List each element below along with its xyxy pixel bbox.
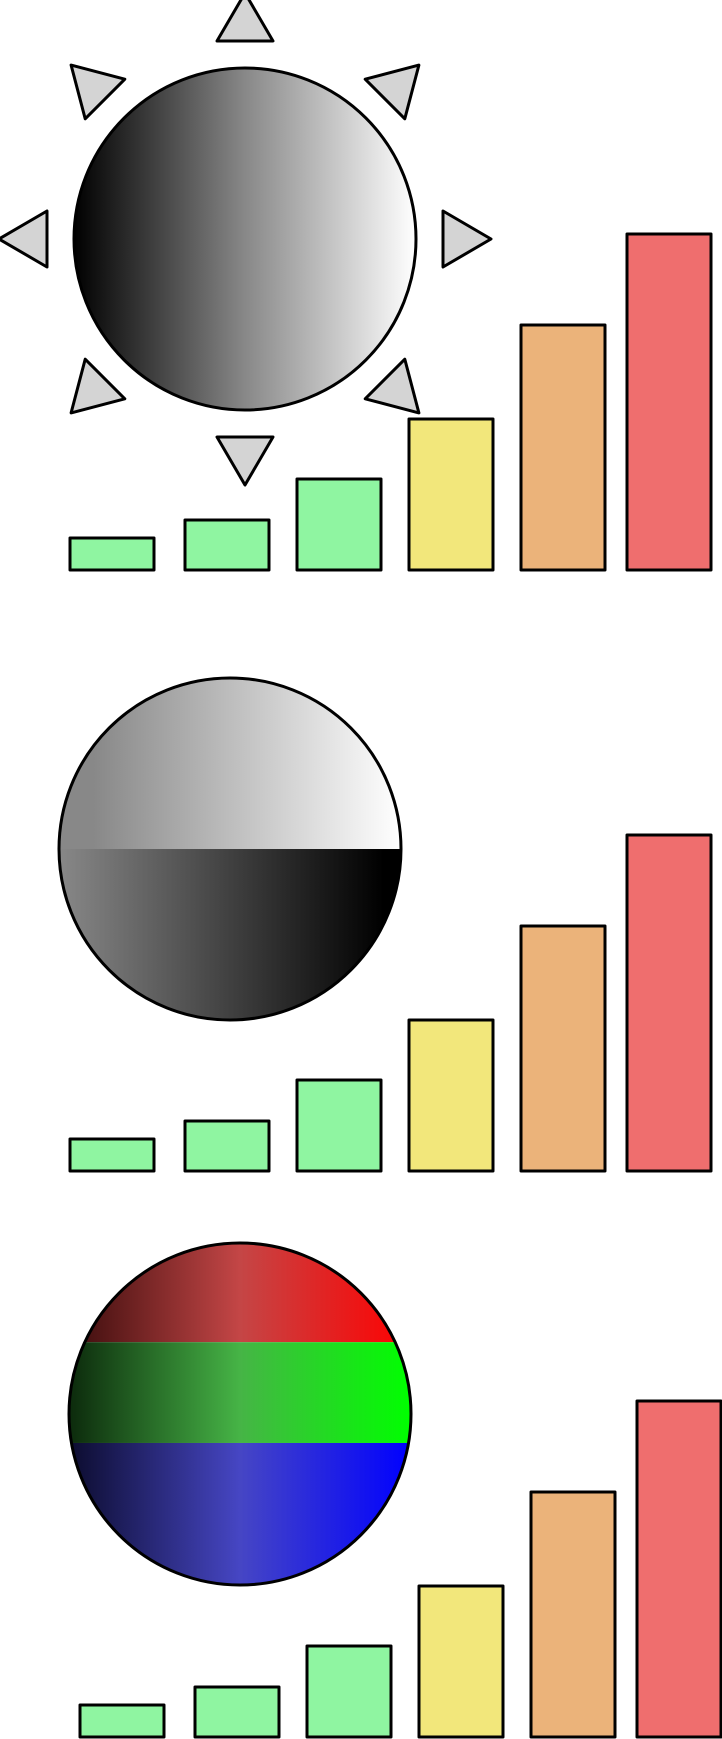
sun-panel [0,0,713,572]
rgb-disk-outline [67,1241,413,1587]
rgb-disk-panel [67,1241,722,1739]
signal-bar-6 [625,232,713,572]
signal-bar-3 [295,477,383,572]
ray-right-icon [441,209,493,269]
split-disk-outline [57,676,403,1022]
sun-disk [72,66,418,412]
ray-left-icon [0,209,49,269]
signal-bar-1 [68,1137,156,1173]
ray-bottom-left-icon [69,357,127,415]
ray-top-right-icon [363,63,421,121]
signal-bar-4 [417,1584,505,1739]
split-disk-panel [57,676,713,1173]
disk-blue-band [69,1442,411,1585]
signal-bar-1 [68,536,156,572]
signal-bar-2 [183,1119,271,1173]
signal-bar-4 [407,1018,495,1173]
signal-bar-5 [529,1490,617,1739]
signal-bar-2 [183,518,271,572]
signal-bar-5 [519,323,607,572]
ray-top-icon [215,0,275,43]
disk-lower-half [59,849,401,1020]
disk-upper-half [59,678,401,849]
signal-bar-3 [305,1644,393,1739]
disk-green-band [69,1342,411,1443]
ray-bottom-right-icon [363,357,421,415]
signal-bar-2 [193,1685,281,1739]
signal-bar-3 [295,1078,383,1173]
ray-bottom-icon [215,435,275,487]
signal-bar-1 [78,1703,166,1739]
signal-bar-4 [407,417,495,572]
ray-top-left-icon [69,63,127,121]
signal-bar-5 [519,924,607,1173]
signal-bar-6 [635,1399,722,1739]
signal-bar-6 [625,833,713,1173]
